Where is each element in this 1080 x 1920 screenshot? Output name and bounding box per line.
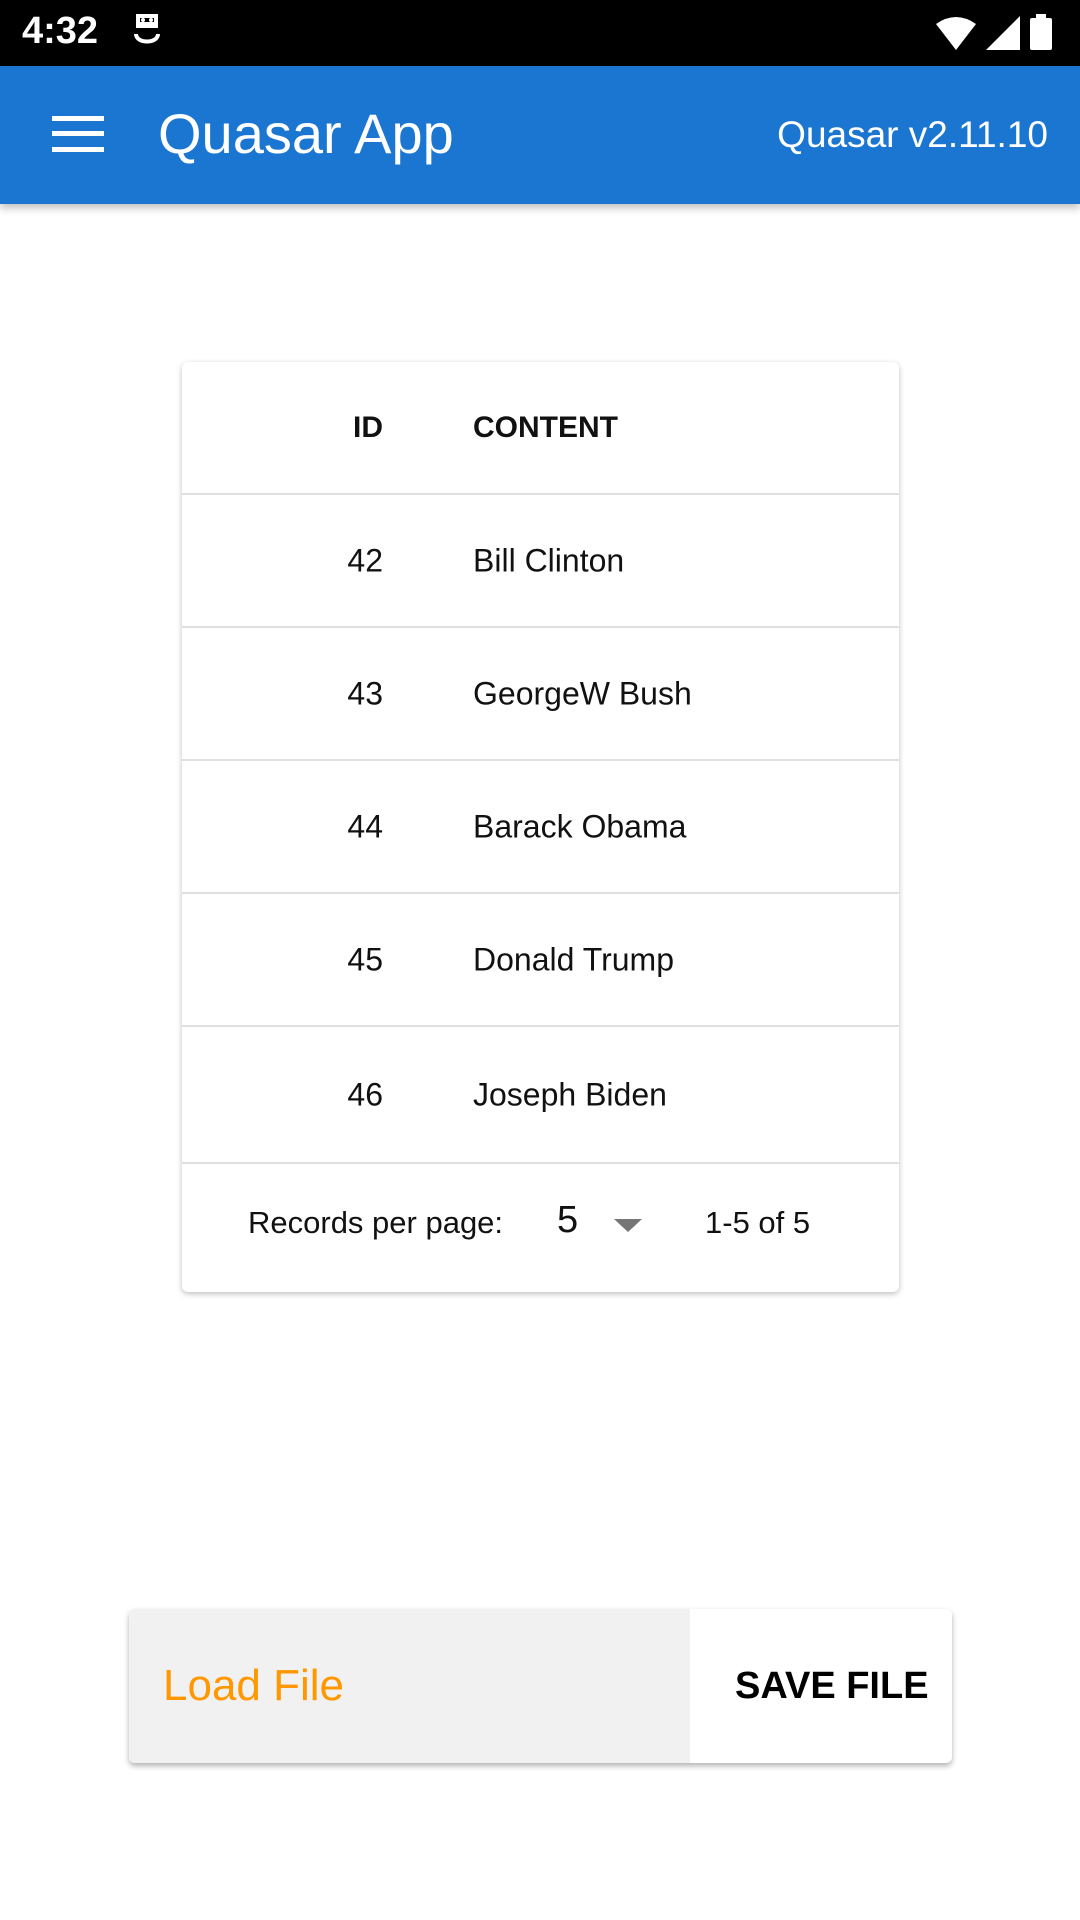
cell-id: 43 <box>347 675 383 711</box>
records-per-page-select[interactable]: 5 <box>557 1199 579 1241</box>
status-bar: 4:32 <box>0 0 1080 66</box>
sim-card-icon <box>132 12 162 61</box>
cell-content: Donald Trump <box>473 941 674 977</box>
cell-id: 45 <box>347 941 383 977</box>
hamburger-menu-icon[interactable] <box>52 116 104 152</box>
cell-id: 44 <box>347 808 383 844</box>
signal-icon <box>986 16 1020 55</box>
table-row: 42 Bill Clinton <box>182 495 899 628</box>
cell-content: Barack Obama <box>473 808 687 844</box>
app-title: Quasar App <box>158 102 454 165</box>
app-bar: Quasar App Quasar v2.11.10 <box>0 66 1080 204</box>
table-row: 45 Donald Trump <box>182 894 899 1027</box>
cell-id: 42 <box>347 542 383 578</box>
cell-content: Joseph Biden <box>473 1076 667 1112</box>
status-time: 4:32 <box>22 10 99 52</box>
data-table: ID CONTENT 42 Bill Clinton 43 GeorgeW Bu… <box>182 362 899 1292</box>
load-file-button[interactable]: Load File <box>129 1609 690 1763</box>
save-file-label: SAVE FILE <box>735 1665 929 1707</box>
column-header-id[interactable]: ID <box>353 410 383 444</box>
battery-icon <box>1030 14 1052 55</box>
cell-content: GeorgeW Bush <box>473 675 692 711</box>
wifi-icon <box>936 16 976 55</box>
save-file-button[interactable]: SAVE FILE <box>690 1609 952 1763</box>
version-label: Quasar v2.11.10 <box>777 114 1048 155</box>
pagination-range: 1-5 of 5 <box>705 1205 811 1240</box>
table-header: ID CONTENT <box>182 362 899 495</box>
table-row: 46 Joseph Biden <box>182 1027 899 1164</box>
dropdown-caret-icon[interactable] <box>614 1219 642 1232</box>
table-row: 44 Barack Obama <box>182 761 899 894</box>
file-actions: Load File SAVE FILE <box>129 1609 952 1763</box>
load-file-label: Load File <box>163 1661 345 1710</box>
cell-content: Bill Clinton <box>473 542 625 578</box>
records-per-page-label: Records per page: <box>248 1205 504 1240</box>
column-header-content[interactable]: CONTENT <box>473 410 618 444</box>
table-pagination: Records per page: 5 1-5 of 5 <box>182 1155 899 1292</box>
table-row: 43 GeorgeW Bush <box>182 628 899 761</box>
cell-id: 46 <box>347 1076 383 1112</box>
